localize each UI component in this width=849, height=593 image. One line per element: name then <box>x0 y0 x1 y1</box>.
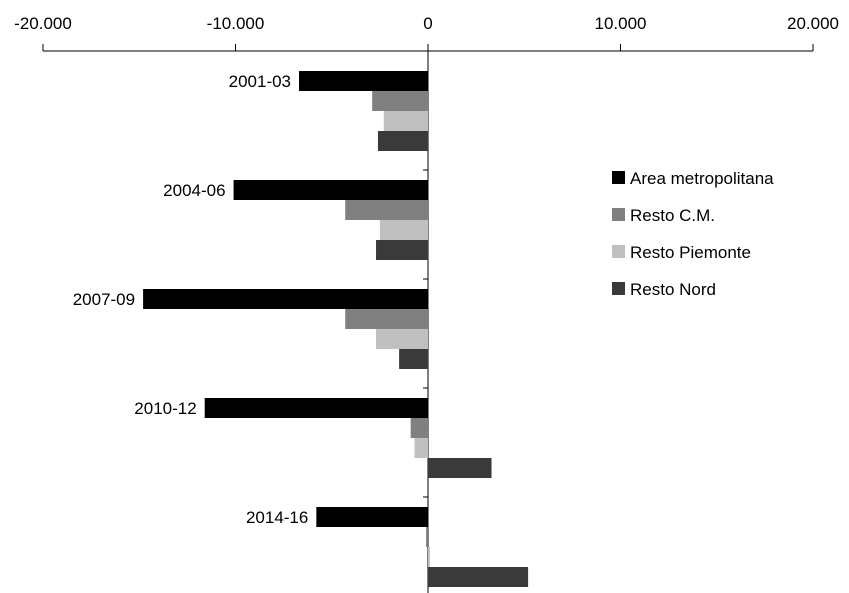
bar <box>143 289 428 309</box>
category-labels: 2001-03 2004-06 2007-09 2010-12 2014-16 <box>73 72 309 527</box>
bar <box>426 527 428 547</box>
bar <box>376 240 428 260</box>
bar <box>399 349 428 369</box>
bar <box>414 438 428 458</box>
x-tick-label: 0 <box>423 14 432 33</box>
category-label: 2004-06 <box>163 181 225 200</box>
legend-label: Resto C.M. <box>630 206 715 225</box>
bar <box>410 418 428 438</box>
legend-swatch <box>612 208 625 221</box>
legend-swatch <box>612 282 625 295</box>
bar <box>379 220 428 240</box>
bar <box>345 309 428 329</box>
category-label: 2007-09 <box>73 290 135 309</box>
legend-swatch <box>612 245 625 258</box>
category-label: 2001-03 <box>229 72 291 91</box>
bar <box>372 91 428 111</box>
bar <box>428 567 529 587</box>
category-label: 2014-16 <box>246 508 308 527</box>
bar <box>299 71 428 91</box>
x-tick-label: -20.000 <box>14 14 72 33</box>
bar <box>383 111 428 131</box>
legend-swatch <box>612 171 625 184</box>
x-tick-label: -10.000 <box>207 14 265 33</box>
bar <box>345 200 428 220</box>
bar <box>377 131 428 151</box>
legend-item: Area metropolitana <box>612 169 774 188</box>
legend-item: Resto Piemonte <box>612 243 751 262</box>
bar <box>428 547 430 567</box>
bar <box>204 398 428 418</box>
x-tick-label: 20.000 <box>787 14 839 33</box>
bar <box>376 329 428 349</box>
x-tick-label: 10.000 <box>595 14 647 33</box>
bar <box>428 458 492 478</box>
legend-item: Resto Nord <box>612 280 716 299</box>
bars <box>143 71 529 587</box>
legend-label: Area metropolitana <box>630 169 774 188</box>
category-label: 2010-12 <box>134 399 196 418</box>
bar <box>233 180 428 200</box>
bar <box>316 507 428 527</box>
x-axis: -20.000 -10.000 0 10.000 20.000 <box>14 14 839 52</box>
legend-item: Resto C.M. <box>612 206 715 225</box>
legend-label: Resto Nord <box>630 280 716 299</box>
legend-label: Resto Piemonte <box>630 243 751 262</box>
legend: Area metropolitana Resto C.M. Resto Piemon… <box>612 169 774 299</box>
